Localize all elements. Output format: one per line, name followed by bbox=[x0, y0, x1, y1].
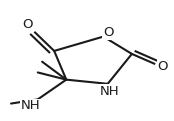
Text: NH: NH bbox=[21, 99, 41, 112]
Text: NH: NH bbox=[100, 84, 119, 98]
Text: O: O bbox=[103, 26, 113, 39]
Text: O: O bbox=[22, 18, 33, 31]
Text: O: O bbox=[158, 60, 168, 73]
